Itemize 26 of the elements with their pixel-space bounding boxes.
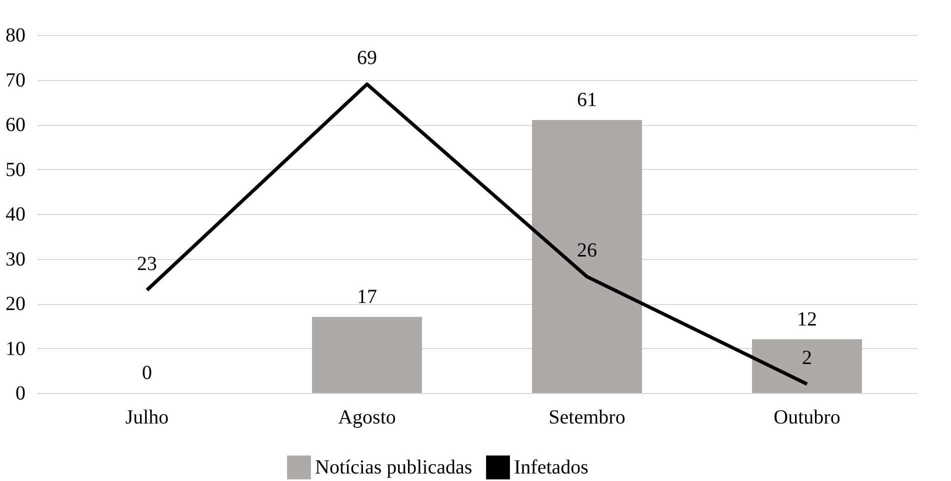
legend-label: Notícias publicadas (315, 456, 472, 478)
data-label: 2 (802, 347, 812, 370)
legend-label: Infetados (514, 456, 589, 478)
y-tick-label: 10 (6, 338, 26, 360)
bar (312, 316, 422, 393)
data-label: 12 (797, 308, 817, 330)
bar (752, 339, 862, 393)
data-label: 17 (357, 286, 377, 308)
y-tick-label: 70 (6, 69, 26, 92)
x-tick-label: Agosto (338, 406, 396, 428)
data-label: 26 (577, 240, 597, 262)
data-label: 23 (137, 253, 157, 276)
x-tick-label: Julho (125, 406, 169, 428)
y-tick-label: 80 (6, 24, 26, 46)
y-tick-label: 20 (6, 293, 26, 315)
y-tick-label: 0 (16, 382, 26, 404)
y-tick-label: 50 (6, 158, 26, 181)
x-tick-label: Setembro (548, 406, 626, 428)
bar (532, 120, 642, 393)
x-tick-label: Outubro (774, 406, 840, 428)
data-label: 0 (142, 362, 152, 384)
data-label: 69 (357, 47, 377, 70)
y-tick-label: 40 (6, 204, 26, 226)
y-tick-label: 30 (6, 248, 26, 270)
y-tick-label: 60 (6, 114, 26, 136)
data-label: 61 (577, 89, 597, 112)
